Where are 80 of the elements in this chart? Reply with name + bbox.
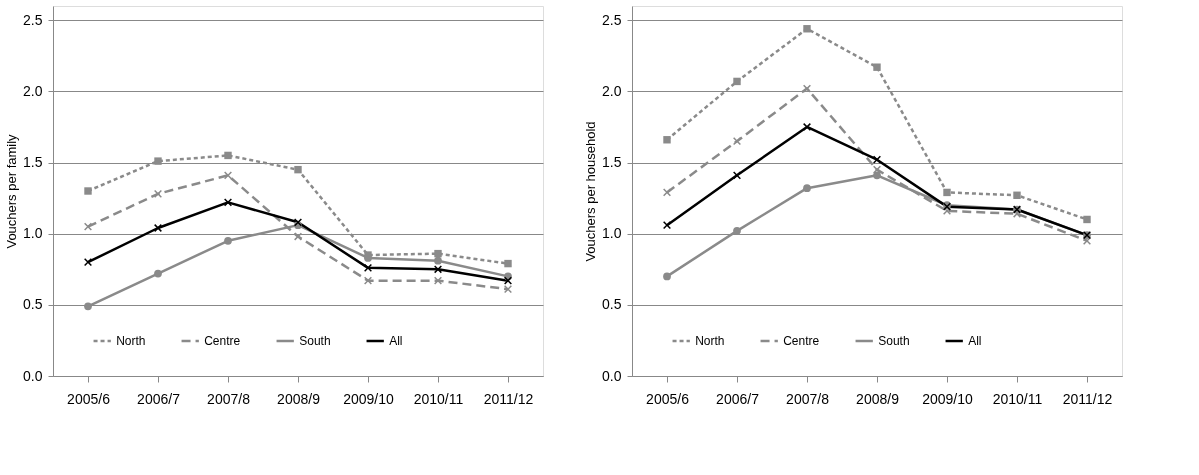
point: [662, 188, 672, 197]
point: [504, 259, 512, 268]
x-tick-label: 2010/11: [413, 390, 464, 407]
point: [223, 171, 233, 180]
point: [434, 249, 442, 258]
point: [872, 155, 882, 164]
point: [154, 269, 162, 278]
point: [803, 25, 811, 33]
legend-label: All: [389, 334, 403, 348]
point: [873, 63, 881, 71]
x-tick-label: 2008/9: [856, 390, 900, 407]
x-tick-label: 2005/6: [67, 390, 111, 407]
point: [224, 151, 232, 160]
point: [943, 188, 951, 197]
legend-label: South: [878, 334, 910, 348]
x-tick-label: 2011/12: [1062, 390, 1113, 407]
point: [663, 136, 671, 144]
point: [83, 222, 93, 231]
point: [1013, 191, 1021, 199]
legend-label: North: [116, 334, 146, 348]
legend-label: South: [299, 334, 331, 348]
point: [873, 171, 881, 180]
point: [83, 258, 93, 267]
x-tick-label: 2005/6: [646, 390, 690, 407]
y-axis-title: Vouchers per family: [4, 133, 20, 249]
point: [503, 276, 513, 285]
x-tick-label: 2010/11: [992, 390, 1043, 407]
y-tick-label: 2.0: [602, 82, 622, 99]
legend-label: North: [695, 334, 725, 348]
point: [293, 232, 303, 241]
y-tick-label: 1.5: [602, 154, 622, 171]
y-tick-label: 0.0: [602, 367, 622, 384]
point: [662, 221, 672, 230]
legend-label: Centre: [783, 334, 820, 348]
point: [872, 165, 882, 174]
point: [503, 285, 513, 294]
point: [1083, 215, 1091, 224]
point: [153, 223, 163, 233]
point: [732, 137, 742, 146]
x-tick-label: 2006/7: [137, 390, 181, 407]
point: [1082, 236, 1092, 245]
point: [433, 265, 443, 274]
x-tick-label: 2007/8: [786, 390, 830, 407]
point: [433, 276, 443, 285]
y-axis-title: Vouchers per household: [583, 121, 599, 262]
point: [294, 165, 302, 174]
point: [84, 302, 92, 311]
y-tick-label: 1.5: [23, 154, 43, 171]
point: [363, 263, 373, 272]
legend-label: All: [968, 334, 982, 348]
point: [803, 184, 811, 193]
x-tick-label: 2011/12: [483, 390, 534, 407]
point: [733, 77, 741, 86]
point: [84, 187, 92, 195]
y-tick-label: 2.5: [23, 11, 43, 28]
y-tick-label: 0.0: [23, 367, 43, 384]
point: [223, 198, 233, 207]
point: [732, 171, 742, 180]
point: [663, 272, 671, 281]
x-tick-label: 2009/10: [343, 390, 395, 407]
y-tick-label: 1.0: [602, 225, 622, 242]
x-tick-label: 2008/9: [277, 390, 321, 407]
point: [363, 276, 373, 285]
y-tick-label: 0.5: [23, 296, 43, 313]
point: [942, 206, 952, 216]
y-tick-label: 1.0: [23, 225, 43, 242]
x-tick-label: 2007/8: [207, 390, 251, 407]
point: [802, 84, 812, 93]
point: [153, 189, 163, 198]
y-tick-label: 0.5: [602, 296, 622, 313]
point: [733, 226, 741, 235]
x-tick-label: 2006/7: [716, 390, 760, 407]
point: [434, 256, 442, 265]
y-tick-label: 2.0: [23, 82, 43, 99]
point: [802, 122, 812, 132]
x-tick-label: 2009/10: [922, 390, 974, 407]
point: [224, 236, 232, 245]
legend-label: Centre: [204, 334, 241, 348]
y-tick-label: 2.5: [602, 11, 622, 28]
point: [154, 157, 162, 165]
